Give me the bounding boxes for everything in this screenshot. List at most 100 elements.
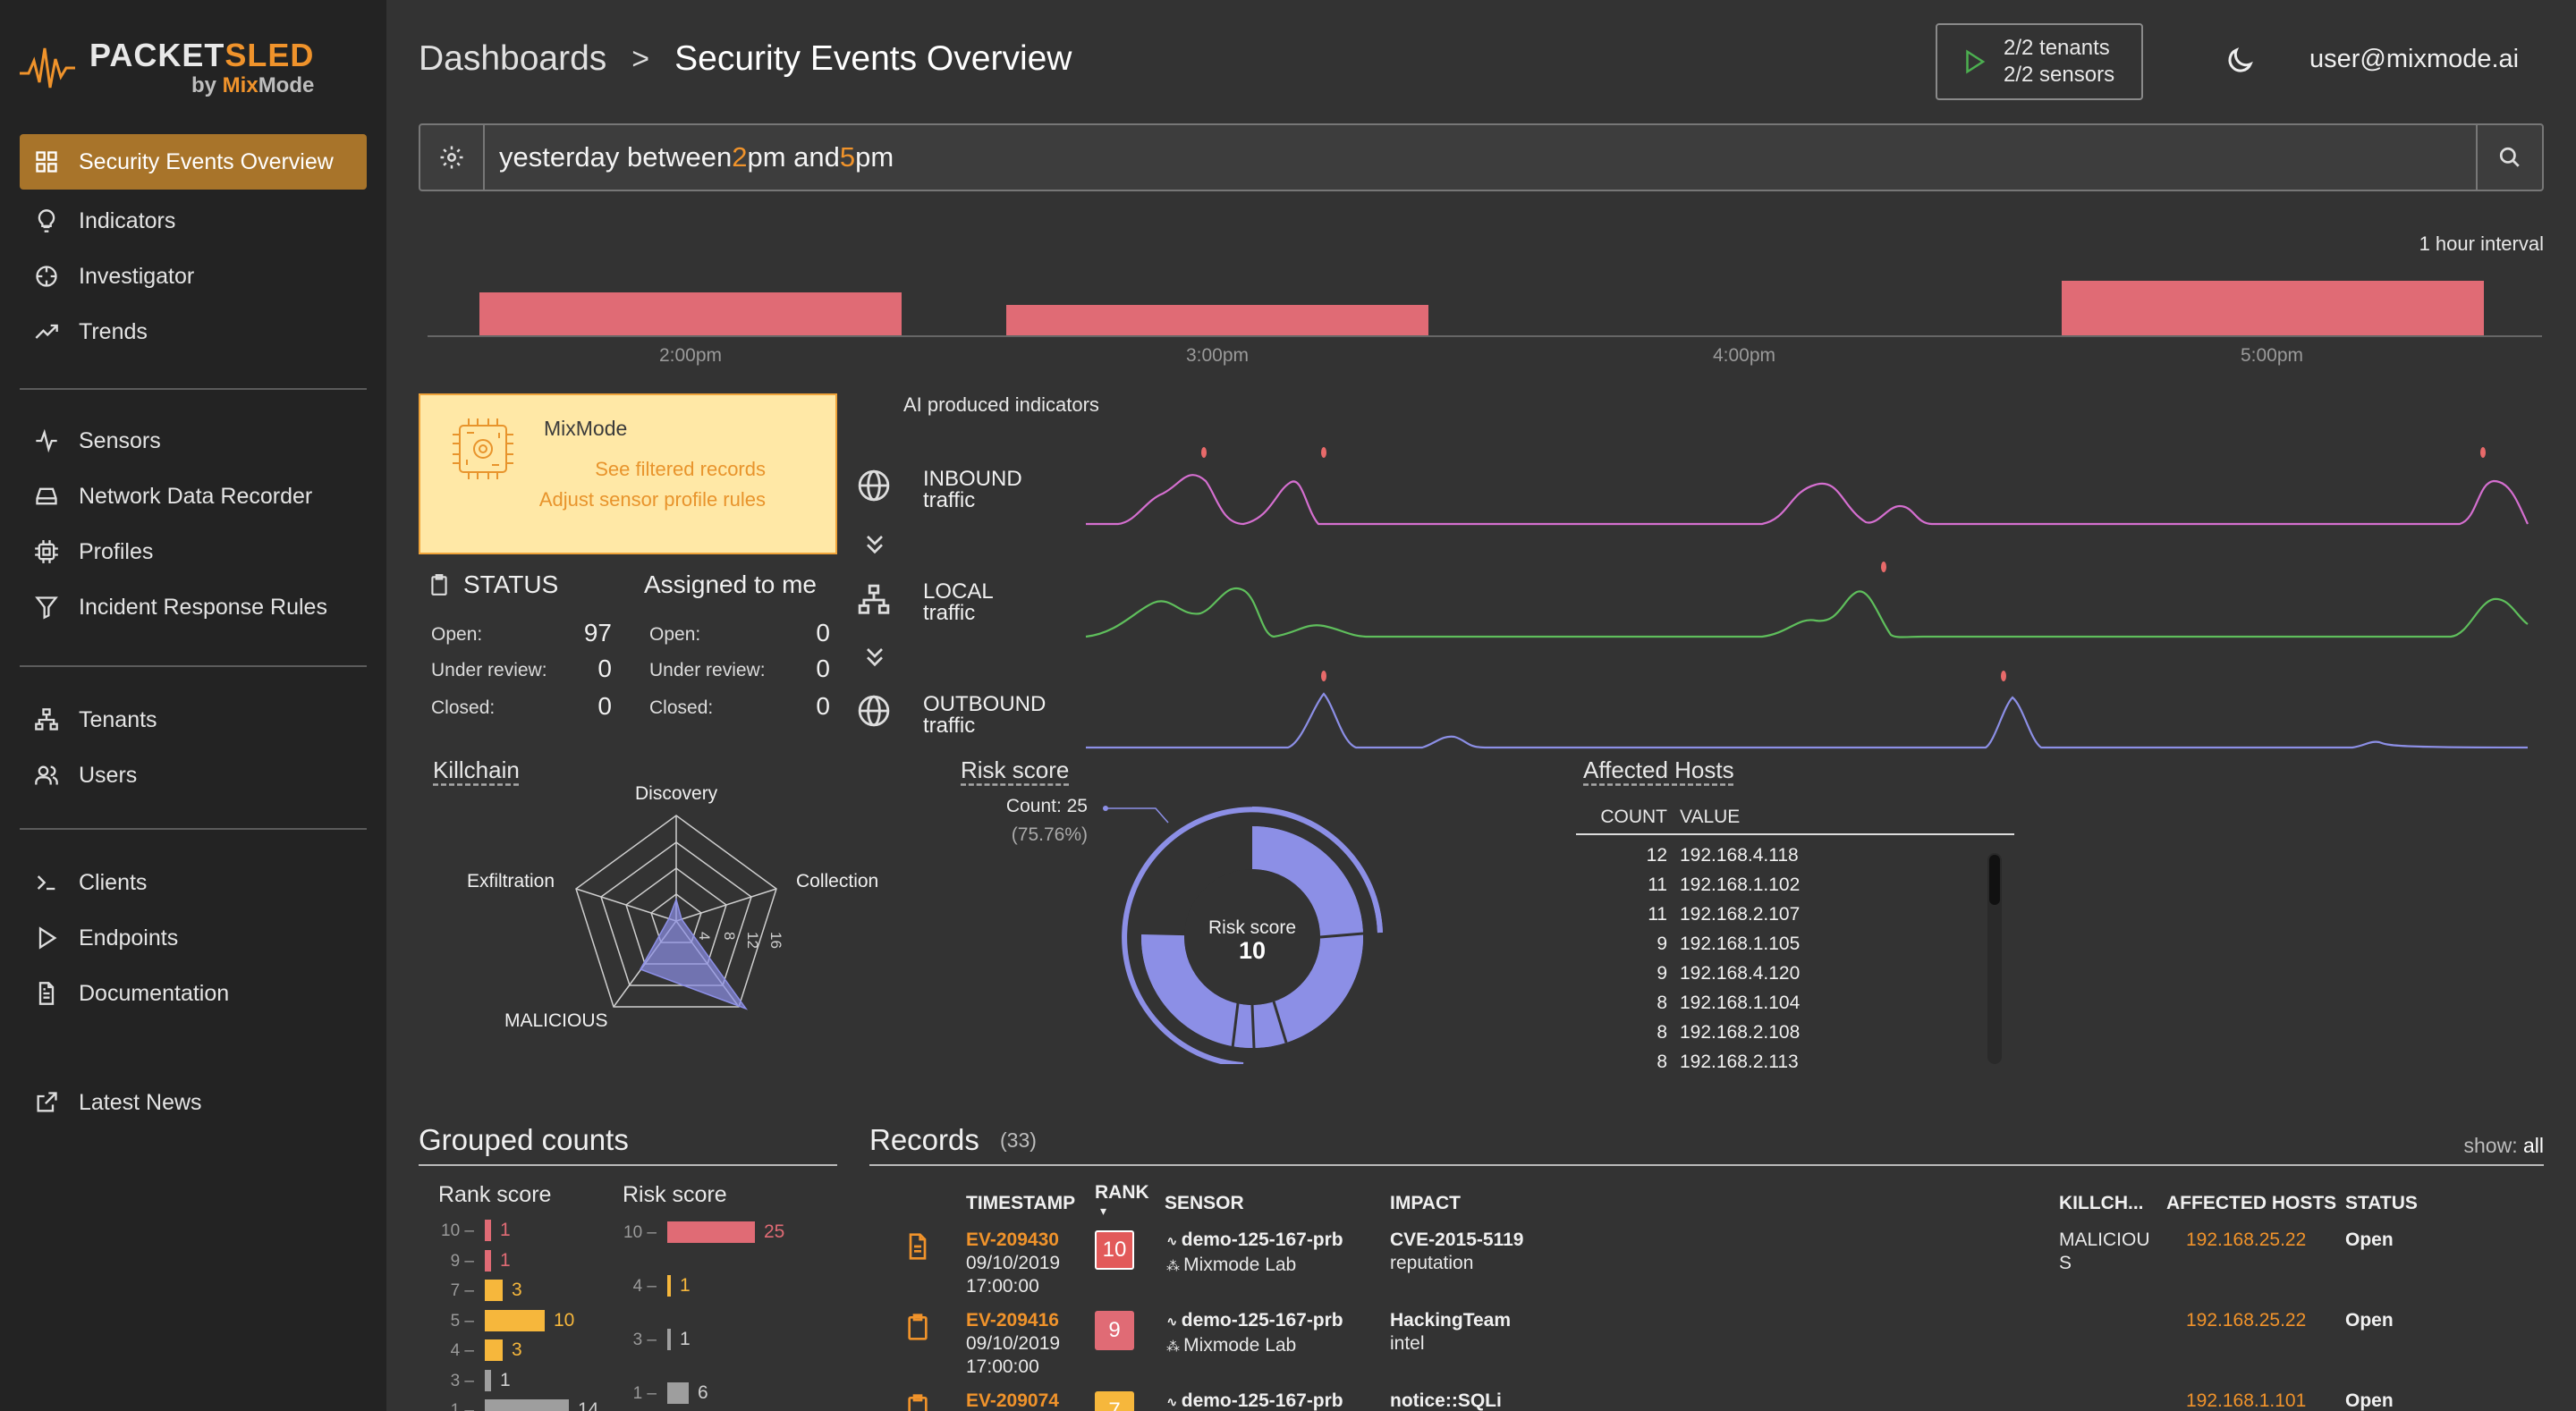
rank-score-bar-label: 9 – (450, 1251, 474, 1271)
event-id-link[interactable]: EV-209074 (966, 1390, 1059, 1411)
sidebar-item-sensors[interactable]: Sensors (20, 413, 367, 469)
rank-score-bar[interactable] (485, 1249, 491, 1272)
affected-hosts-scrollbar[interactable] (1987, 853, 2002, 1064)
sidebar-item-network-data-recorder[interactable]: Network Data Recorder (20, 469, 367, 524)
double-chevron-down-icon[interactable] (860, 642, 889, 671)
histogram-bar[interactable] (479, 292, 902, 335)
risk-score-donut[interactable]: Risk score 10 (966, 778, 1413, 1064)
sidebar-item-latest-news[interactable]: Latest News (20, 1075, 367, 1130)
double-chevron-down-icon[interactable] (860, 529, 889, 558)
rank-score-bar-value: 3 (512, 1280, 522, 1300)
status-review-label: Under review: (431, 660, 547, 680)
rank-score-bar[interactable] (485, 1369, 491, 1391)
sidebar-item-tenants[interactable]: Tenants (20, 692, 367, 748)
rank-score-bar-value: 14 (578, 1399, 599, 1411)
status-open-value[interactable]: 97 (583, 619, 612, 646)
status-review-value[interactable]: 0 (597, 655, 612, 682)
search-input[interactable]: yesterday between 2 pm and 5 pm (499, 141, 894, 173)
affected-hosts-title-link[interactable]: Affected Hosts (1583, 756, 1734, 783)
document-icon[interactable] (903, 1230, 932, 1263)
network-icon (858, 584, 890, 614)
clipboard-icon[interactable] (903, 1311, 932, 1343)
table-row[interactable]: 9 192.168.4.120 (1657, 962, 1801, 984)
risk-score-title-link[interactable]: Risk score (961, 756, 1070, 783)
rank-score-bar[interactable] (485, 1220, 491, 1241)
column-header-timestamp[interactable]: TIMESTAMP (966, 1193, 1076, 1213)
status-closed-value[interactable]: 0 (597, 692, 612, 720)
table-row[interactable]: 8 192.168.2.108 (1657, 1021, 1801, 1043)
rank-score-bar[interactable] (485, 1280, 503, 1301)
tenant-sensor-selector[interactable]: 2/2 tenants 2/2 sensors (1936, 23, 2143, 100)
killchain-cell: MALICIOU S (2059, 1229, 2150, 1273)
moon-icon[interactable] (2224, 45, 2256, 77)
risk-score-bar[interactable] (667, 1221, 755, 1243)
column-header-sensor[interactable]: SENSOR (1165, 1193, 1244, 1213)
sidebar-item-profiles[interactable]: Profiles (20, 524, 367, 579)
assigned-review-value[interactable]: 0 (816, 655, 830, 682)
affected-host-link[interactable]: 192.168.25.22 (2186, 1310, 2307, 1331)
user-menu[interactable]: user@mixmode.ai (2309, 45, 2520, 73)
sensor-cell: ∿ demo-125-167-prb (1166, 1390, 1343, 1411)
sidebar-item-clients[interactable]: Clients (20, 855, 367, 910)
affected-host-link[interactable]: 192.168.25.22 (2186, 1229, 2307, 1250)
sidebar-item-security-events-overview[interactable]: Security Events Overview (20, 134, 367, 190)
sidebar-item-trends[interactable]: Trends (20, 304, 367, 359)
risk-score-bar[interactable] (667, 1329, 671, 1350)
column-header-killchain[interactable]: KILLCH... (2059, 1193, 2144, 1213)
table-row[interactable]: 11 192.168.2.107 (1648, 903, 1801, 925)
play-icon (38, 926, 57, 950)
packetsled-logo[interactable]: PACKETSLED by MixMode (20, 39, 314, 97)
scrollbar-thumb[interactable] (1989, 855, 2000, 905)
table-row[interactable]: 8 192.168.1.104 (1657, 992, 1801, 1013)
rank-score-bar[interactable] (485, 1399, 569, 1411)
rank-score-bar[interactable] (485, 1339, 503, 1361)
risk-score-bar-label: 1 – (632, 1384, 657, 1403)
risk-score-bar-value: 25 (764, 1221, 785, 1242)
mixmode-panel: MixMode See filtered records Adjust sens… (419, 393, 837, 554)
inbound-sparkline (1086, 474, 2529, 526)
traffic-sparklines[interactable] (1082, 438, 2531, 760)
event-id-link[interactable]: EV-209416 (966, 1310, 1059, 1331)
sidebar-item-label: Users (79, 762, 138, 788)
breadcrumb-dashboards[interactable]: Dashboards (419, 39, 607, 78)
sidebar-item-investigator[interactable]: Investigator (20, 249, 367, 304)
show-all-toggle[interactable]: all (2522, 1134, 2544, 1157)
sidebar-item-incident-response-rules[interactable]: Incident Response Rules (20, 579, 367, 635)
column-header-rank[interactable]: RANK (1095, 1182, 1149, 1203)
killchain-title-link[interactable]: Killchain (433, 756, 520, 783)
table-row[interactable]: 8 192.168.2.113 (1657, 1051, 1799, 1072)
table-row[interactable]: 12 192.168.4.118 (1646, 844, 1799, 866)
adjust-sensor-profile-link[interactable]: Adjust sensor profile rules (538, 488, 766, 511)
column-header-impact[interactable]: IMPACT (1390, 1193, 1461, 1213)
affected-host-link[interactable]: 192.168.1.101 (2186, 1390, 2307, 1411)
histogram-bar[interactable] (2062, 281, 2484, 335)
histogram-tick: 4:00pm (1712, 345, 1776, 366)
assigned-open-value[interactable]: 0 (816, 619, 830, 646)
count-header: COUNT (1600, 807, 1667, 827)
trend-icon (35, 324, 58, 339)
rank-score-bar[interactable] (485, 1309, 545, 1331)
see-filtered-records-link[interactable]: See filtered records (595, 458, 766, 480)
clipboard-icon[interactable] (903, 1391, 932, 1411)
sidebar-item-documentation[interactable]: Documentation (20, 966, 367, 1021)
risk-score-bar[interactable] (667, 1382, 689, 1404)
search-button[interactable] (2476, 125, 2542, 190)
column-header-affected-hosts[interactable]: AFFECTED HOSTS (2166, 1193, 2337, 1213)
killchain-radar[interactable]: 4 8 12 16 (447, 778, 912, 1046)
rank-score-bar-value: 10 (554, 1309, 575, 1331)
sidebar-item-endpoints[interactable]: Endpoints (20, 910, 367, 966)
histogram-tick: 2:00pm (658, 345, 723, 366)
risk-score-bar[interactable] (667, 1275, 671, 1297)
table-row[interactable]: 11 192.168.1.102 (1648, 874, 1801, 895)
histogram-bar[interactable] (1006, 305, 1428, 335)
event-id-link[interactable]: EV-209430 (966, 1229, 1059, 1250)
sidebar-item-indicators[interactable]: Indicators (20, 193, 367, 249)
table-row[interactable]: 9 192.168.1.105 (1657, 933, 1801, 954)
assigned-closed-value[interactable]: 0 (816, 692, 830, 720)
drive-icon (36, 487, 57, 505)
column-header-status[interactable]: STATUS (2345, 1193, 2418, 1213)
sidebar-item-label: Documentation (79, 980, 230, 1006)
search-settings-button[interactable] (420, 125, 485, 190)
sidebar-item-users[interactable]: Users (20, 748, 367, 803)
lightbulb-icon (38, 209, 55, 232)
